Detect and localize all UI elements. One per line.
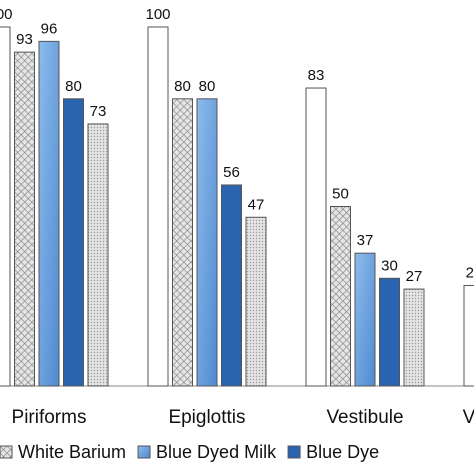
bar — [38, 40, 60, 387]
x-tick-label: Epiglottis — [168, 407, 245, 428]
legend-swatch — [0, 445, 13, 459]
value-label: 28 — [466, 264, 474, 281]
bar — [305, 87, 327, 387]
legend-label: White Barium — [18, 442, 126, 462]
bar — [354, 252, 376, 387]
bar — [87, 123, 109, 387]
bar — [14, 51, 35, 387]
bar — [403, 288, 425, 387]
value-label: 50 — [332, 186, 349, 203]
value-label: 96 — [41, 20, 58, 37]
bar — [63, 98, 84, 387]
bar — [463, 284, 474, 387]
legend-swatch — [137, 445, 151, 459]
value-label: 83 — [308, 67, 325, 84]
bar — [147, 26, 169, 387]
value-label: 80 — [174, 78, 191, 95]
legend-label: Blue Dyed Milk — [156, 442, 277, 462]
value-label: 27 — [406, 268, 423, 285]
x-tick-label: Vestibule — [326, 407, 403, 428]
legend-label: Blue Dye — [306, 442, 379, 462]
bar — [172, 98, 193, 387]
value-label: 100 — [145, 6, 170, 23]
bar — [330, 206, 351, 387]
value-label: 80 — [199, 78, 216, 95]
value-label: 56 — [223, 164, 240, 181]
x-tick-label: V — [463, 407, 474, 428]
bar — [0, 26, 11, 387]
x-tick-label: Piriforms — [12, 407, 87, 428]
value-label: 30 — [381, 257, 398, 274]
value-label: 37 — [357, 232, 374, 249]
bar — [245, 216, 267, 387]
value-label: 73 — [90, 103, 107, 120]
bar — [221, 184, 242, 387]
bar — [196, 98, 218, 387]
value-label: 93 — [16, 31, 33, 48]
value-label: 47 — [248, 196, 265, 213]
value-label: 100 — [0, 6, 13, 23]
legend-swatch — [287, 445, 301, 459]
bar — [379, 277, 400, 387]
value-label: 80 — [65, 78, 82, 95]
